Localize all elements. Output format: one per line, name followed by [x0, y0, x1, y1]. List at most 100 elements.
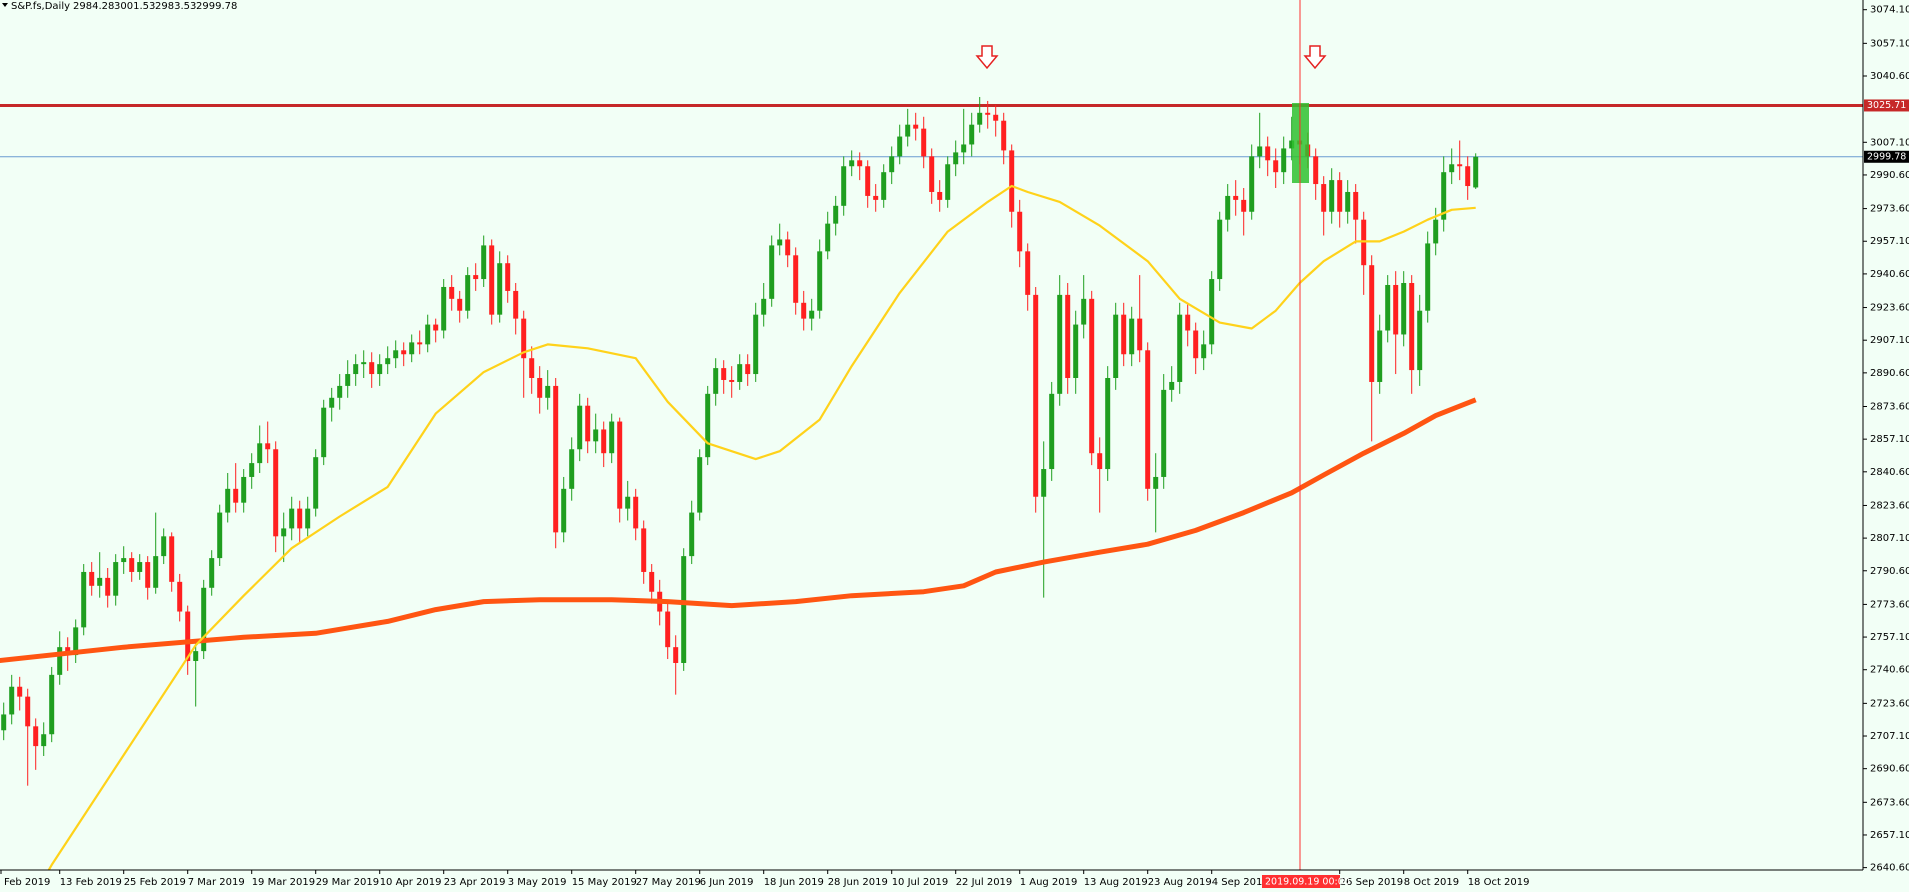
candle-body	[1289, 140, 1295, 149]
candle-body	[377, 364, 383, 375]
candle-body	[1081, 298, 1087, 325]
candle-body	[129, 558, 135, 572]
candle-body	[161, 536, 167, 557]
candle-body	[777, 239, 783, 246]
y-tick-label: 2640.60	[1870, 863, 1909, 874]
candle-body	[569, 449, 575, 489]
candle-body	[89, 571, 95, 586]
candle-body	[313, 457, 319, 509]
candle-body	[1001, 120, 1007, 151]
candle-body	[449, 286, 455, 299]
y-tick-label: 2873.60	[1870, 402, 1909, 413]
candle-body	[601, 429, 607, 454]
x-tick-label: 18 Oct 2019	[1468, 877, 1530, 888]
candle-body	[1065, 294, 1071, 379]
candle-body	[849, 160, 855, 167]
x-tick-label: 8 Oct 2019	[1404, 877, 1459, 888]
candle-body	[297, 508, 303, 529]
candle-body	[977, 112, 983, 125]
candle-body	[265, 443, 271, 450]
candle-body	[73, 627, 79, 656]
candle-body	[249, 463, 255, 477]
crosshair-label-box	[1262, 875, 1340, 888]
candle-body	[689, 512, 695, 557]
x-tick-label: 4 Sep 2019	[1212, 877, 1269, 888]
candle-body	[1009, 150, 1015, 212]
candle-body	[1169, 381, 1175, 390]
candle-body	[169, 536, 175, 582]
candle-body	[1273, 160, 1279, 173]
candle-body	[1025, 251, 1031, 295]
candle-body	[1409, 283, 1415, 371]
annotations	[975, 0, 1327, 870]
candle-body	[361, 362, 367, 365]
candle-body	[1209, 279, 1215, 345]
candle-body	[521, 318, 527, 359]
candle-body	[929, 156, 935, 192]
candle-body	[1345, 191, 1351, 212]
candle-body	[1121, 314, 1127, 355]
x-tick-label: Feb 2019	[4, 877, 50, 888]
candle-body	[593, 429, 599, 442]
candle-body	[817, 251, 823, 311]
candle-body	[609, 421, 615, 454]
candle-body	[209, 558, 215, 588]
candle-body	[473, 275, 479, 280]
candle-body	[1153, 476, 1159, 489]
y-tick-label: 2773.60	[1870, 599, 1909, 610]
candle-body	[969, 124, 975, 145]
candle-body	[825, 223, 831, 252]
candle-body	[305, 508, 311, 529]
y-tick-label: 2740.60	[1870, 665, 1909, 676]
candle-body	[1113, 314, 1119, 379]
candle-body	[105, 577, 111, 596]
candle-body	[729, 379, 735, 382]
candle-body	[505, 263, 511, 291]
y-tick-label: 3074.10	[1870, 5, 1909, 16]
candle-body	[1145, 350, 1151, 489]
candle-body	[865, 166, 871, 196]
header: S&P.fs,Daily 2984.28 3001.53 2983.53 299…	[2, 1, 237, 12]
y-tick-label: 2823.60	[1870, 500, 1909, 511]
candle-body	[1337, 180, 1343, 212]
candle-body	[441, 286, 447, 331]
candle-body	[1353, 191, 1359, 220]
x-tick-label: 23 Aug 2019	[1148, 877, 1212, 888]
x-tick-label: 7 Mar 2019	[188, 877, 245, 888]
x-tick-label: 6 Jun 2019	[700, 877, 754, 888]
candle-body	[1057, 294, 1063, 394]
candle-body	[153, 556, 159, 588]
candle-body	[721, 368, 727, 380]
menu-icon	[2, 3, 8, 7]
x-tick-label: 23 Apr 2019	[444, 877, 506, 888]
x-tick-label: 18 Jun 2019	[764, 877, 824, 888]
candle-body	[1473, 156, 1479, 188]
candle-body	[993, 114, 999, 121]
candle-body	[1105, 378, 1111, 470]
down-arrow	[1303, 45, 1327, 70]
candle-body	[433, 324, 439, 331]
candle-body	[57, 647, 63, 675]
candle-body	[961, 144, 967, 153]
x-tick-label: 13 Aug 2019	[1084, 877, 1148, 888]
candle-body	[121, 558, 127, 563]
candle-body	[1129, 318, 1135, 355]
candle-body	[1241, 199, 1247, 212]
y-tick-label: 2673.60	[1870, 797, 1909, 808]
y-tick-label: 2840.60	[1870, 467, 1909, 478]
candle-body	[201, 587, 207, 652]
candle-body	[905, 124, 911, 137]
x-tick-label: 3 May 2019	[508, 877, 567, 888]
candle-body	[553, 385, 559, 533]
candle-body	[681, 556, 687, 663]
candle-body	[737, 364, 743, 382]
candle-body	[49, 674, 55, 735]
y-tick-label: 2707.10	[1870, 731, 1909, 742]
y-tick-label: 2857.10	[1870, 434, 1909, 445]
candle-body	[945, 164, 951, 200]
candle-body	[289, 508, 295, 529]
candle-body	[897, 136, 903, 157]
candle-body	[793, 255, 799, 303]
